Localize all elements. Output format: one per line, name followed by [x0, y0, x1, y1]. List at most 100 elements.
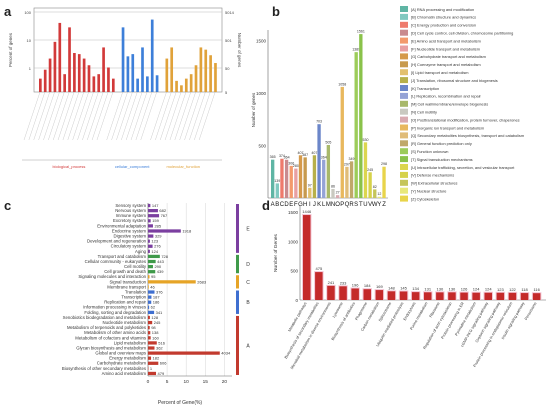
- bar-value-label: 124: [473, 287, 480, 292]
- x-tick-label: L: [322, 202, 326, 208]
- category-leader-line: [130, 91, 148, 141]
- legend-label: [P] Inorganic ion transport and metaboli…: [411, 125, 484, 130]
- category-leader-line: [169, 91, 187, 141]
- bar-value-label: 387: [302, 153, 308, 157]
- bar-value-label: 306: [288, 161, 294, 165]
- bar: [298, 155, 303, 198]
- bar-value-label: 95: [151, 274, 156, 279]
- x-tick-label: 15: [203, 379, 209, 385]
- bar: [148, 310, 155, 315]
- legend-swatch: [400, 132, 408, 139]
- bar: [148, 326, 150, 330]
- bar: [189, 74, 193, 92]
- category-label: Endocrine system: [112, 228, 147, 233]
- bar-value-label: 407: [311, 151, 317, 155]
- bar-value-label: 728: [161, 254, 168, 259]
- category-leader-line: [150, 91, 167, 141]
- y-tick-label: 10: [27, 38, 32, 43]
- legend-swatch: [400, 6, 408, 12]
- y-tick-label: 1500: [288, 210, 299, 215]
- legend-swatch: [400, 108, 408, 115]
- legend-swatch: [400, 92, 408, 99]
- bar: [315, 272, 323, 300]
- category-label: Aging: [135, 249, 147, 254]
- panel-letter-b: b: [272, 4, 280, 19]
- bar: [150, 19, 154, 93]
- panel-letter-d: d: [262, 198, 270, 213]
- group-bracket: [236, 275, 239, 289]
- bar-value-label: 130: [437, 286, 444, 291]
- bar-value-label: 123: [497, 287, 504, 292]
- x-tick-label: S: [354, 202, 358, 208]
- category-label: Energy metabolism: [109, 356, 146, 361]
- group-bracket: [236, 290, 239, 314]
- bar-value-label: 245: [367, 168, 373, 172]
- legend-label: [E] Amino acid transport and metabolism: [411, 38, 481, 43]
- bar: [68, 27, 71, 92]
- bar-value-label: 376: [156, 289, 163, 294]
- x-tick-label: G: [298, 202, 303, 208]
- bar: [148, 203, 151, 208]
- category-label: Global and overview maps: [95, 351, 146, 356]
- category-leader-line: [57, 91, 75, 141]
- category-leader-line: [140, 91, 157, 141]
- bar-value-label: 139: [274, 179, 280, 183]
- bar: [111, 78, 115, 92]
- category-label: Immune system: [116, 213, 147, 218]
- bar: [148, 229, 181, 233]
- bar-value-label: 86: [331, 184, 335, 188]
- bar: [472, 292, 480, 300]
- bar: [136, 78, 139, 92]
- legend-swatch: [400, 85, 408, 91]
- bar: [368, 172, 372, 198]
- bar-value-label: 439: [157, 269, 164, 274]
- bar: [102, 47, 105, 92]
- x-tick-label: V: [368, 202, 372, 208]
- legend-label: [M] Cell wall/membrane/envelope biogenes…: [411, 102, 488, 107]
- bar-value-label: 98: [151, 325, 156, 330]
- category-label: Development and regeneration: [87, 239, 147, 244]
- bar: [382, 166, 386, 198]
- category-leader-line: [174, 91, 191, 141]
- legend-swatch: [400, 195, 408, 202]
- category-label: Nervous system: [115, 208, 146, 213]
- bar: [204, 49, 208, 92]
- y-tick-label: 1500: [256, 39, 267, 44]
- x-tick-label: Q: [345, 202, 350, 208]
- bar: [335, 195, 340, 198]
- y-tick-label: 100: [24, 10, 31, 15]
- y2-tick-label: 50: [225, 66, 230, 71]
- bar: [53, 41, 57, 92]
- bar: [326, 144, 331, 198]
- y-axis-title: Percent of genes: [8, 32, 13, 67]
- bar-value-label: 241: [328, 280, 335, 285]
- bar: [97, 74, 101, 92]
- bar-value-label: 364: [284, 155, 290, 159]
- bar-value-label: 116: [533, 287, 540, 292]
- category-label: Metabolism of other amino acids: [84, 330, 146, 335]
- group-letter: B: [246, 300, 250, 306]
- bar-value-label: 245: [154, 320, 161, 325]
- bar-value-label: 516: [158, 340, 165, 345]
- category-leader-line: [194, 91, 211, 141]
- bar: [275, 183, 279, 198]
- bar: [148, 300, 152, 304]
- bar-value-label: 329: [155, 233, 162, 238]
- bar: [199, 47, 203, 92]
- bar: [148, 356, 152, 360]
- bar-value-label: 124: [485, 287, 492, 292]
- group-letter: E: [246, 226, 250, 232]
- legend-swatch: [400, 77, 408, 84]
- bar: [148, 224, 153, 228]
- bar-value-label: 703: [316, 120, 322, 124]
- bar: [377, 196, 382, 198]
- bar: [351, 288, 359, 300]
- category-leader-line: [77, 91, 94, 141]
- bar: [180, 85, 183, 92]
- bar-value-label: 285: [154, 223, 161, 228]
- group-bracket: [236, 315, 239, 375]
- x-tick-label: M: [326, 202, 331, 208]
- bar-value-label: 475: [316, 266, 323, 271]
- bar: [375, 290, 384, 300]
- bar: [424, 292, 432, 300]
